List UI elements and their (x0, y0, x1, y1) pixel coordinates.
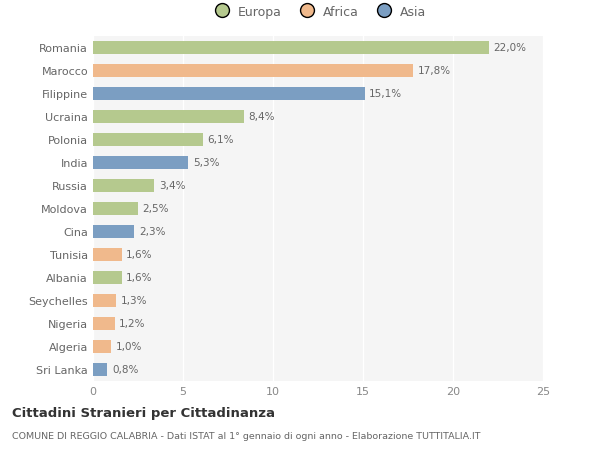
Text: 2,3%: 2,3% (139, 227, 166, 237)
Bar (93, 42, 489, 55)
Bar (93, 225, 134, 238)
Bar (93, 134, 203, 146)
Bar (93, 88, 365, 101)
Bar (93, 65, 413, 78)
Text: 17,8%: 17,8% (418, 66, 451, 76)
Text: COMUNE DI REGGIO CALABRIA - Dati ISTAT al 1° gennaio di ogni anno - Elaborazione: COMUNE DI REGGIO CALABRIA - Dati ISTAT a… (12, 431, 481, 441)
Bar (93, 294, 116, 307)
Bar (93, 111, 244, 123)
Text: 1,2%: 1,2% (119, 319, 146, 329)
Text: 1,6%: 1,6% (127, 250, 153, 260)
Text: Cittadini Stranieri per Cittadinanza: Cittadini Stranieri per Cittadinanza (12, 406, 275, 419)
Bar (93, 317, 115, 330)
Text: 0,8%: 0,8% (112, 364, 138, 375)
Bar (93, 157, 188, 169)
Text: 3,4%: 3,4% (158, 181, 185, 191)
Text: 22,0%: 22,0% (493, 43, 527, 53)
Text: 8,4%: 8,4% (249, 112, 275, 122)
Bar (93, 179, 154, 192)
Text: 15,1%: 15,1% (370, 89, 403, 99)
Text: 5,3%: 5,3% (193, 158, 220, 168)
Legend: Europa, Africa, Asia: Europa, Africa, Asia (205, 0, 431, 23)
Bar (93, 340, 111, 353)
Text: 1,3%: 1,3% (121, 296, 148, 306)
Text: 1,6%: 1,6% (127, 273, 153, 283)
Text: 2,5%: 2,5% (143, 204, 169, 214)
Text: 6,1%: 6,1% (208, 135, 234, 145)
Bar (93, 271, 122, 284)
Bar (93, 363, 107, 376)
Bar (93, 202, 138, 215)
Text: 1,0%: 1,0% (115, 341, 142, 352)
Bar (93, 248, 122, 261)
